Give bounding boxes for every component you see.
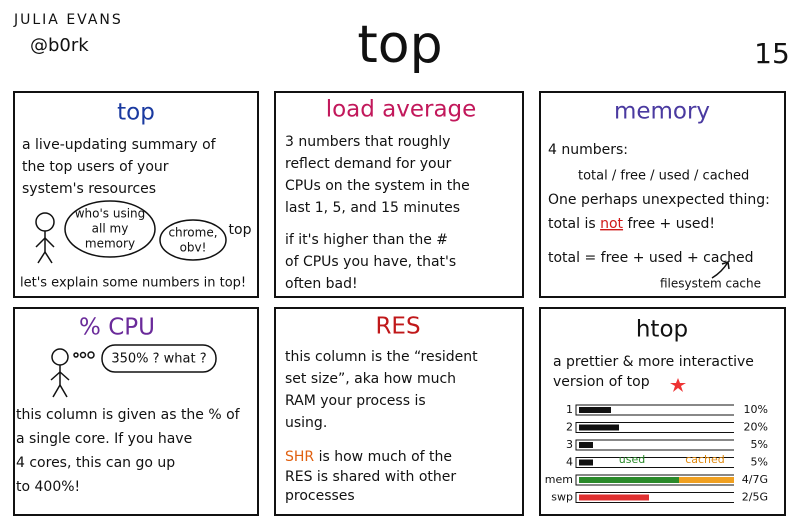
- text-line: a single core. If you have: [16, 431, 192, 447]
- text-line: 3 numbers that roughly: [285, 134, 450, 150]
- text-line: using.: [285, 415, 327, 431]
- panel-title: load average: [326, 97, 477, 123]
- row-label: swp: [551, 491, 573, 504]
- page-number: 15: [754, 37, 790, 70]
- panel-title: % CPU: [79, 315, 155, 341]
- panel-box: [274, 307, 524, 516]
- text-line: 4 numbers:: [548, 142, 628, 158]
- text-line: RES is shared with other: [285, 469, 456, 485]
- text-line: this column is the “resident: [285, 349, 478, 365]
- text-line: a prettier & more interactive: [553, 354, 754, 370]
- row-value: 2/5G: [742, 491, 768, 504]
- panel-box: [13, 91, 259, 298]
- emphasis-line: total is not free + used!: [548, 216, 715, 232]
- author: JULIA EVANS: [13, 12, 123, 28]
- text-line: often bad!: [285, 276, 358, 292]
- text-line: RAM your process is: [285, 393, 426, 409]
- used-label: used: [619, 453, 645, 466]
- note: filesystem cache: [660, 277, 761, 291]
- row-label: 1: [566, 403, 573, 416]
- text-line: system's resources: [22, 181, 156, 197]
- cover: [734, 420, 784, 435]
- arrow: [711, 261, 730, 279]
- panel-title: top: [117, 100, 155, 126]
- text-span: total is: [548, 216, 600, 232]
- thought-bubble: [101, 344, 217, 373]
- bubble-text: who's using: [75, 207, 146, 221]
- bubble-text: all my: [92, 222, 129, 236]
- row-label: 4: [566, 456, 573, 469]
- cover: [734, 490, 784, 505]
- text-span: not: [600, 216, 623, 232]
- meter: [579, 459, 593, 466]
- star: [670, 378, 686, 392]
- cover: [734, 403, 784, 417]
- side-label: top: [229, 222, 252, 238]
- shr-line: SHR is how much of the: [285, 449, 452, 465]
- text-line: 4 cores, this can go up: [16, 455, 175, 471]
- row-value: 4/7G: [742, 473, 768, 486]
- text-line: One perhaps unexpected thing:: [548, 192, 770, 208]
- meter: [579, 407, 611, 413]
- page-title: top: [357, 15, 442, 75]
- meter: [579, 424, 619, 431]
- panel-box: [539, 307, 786, 516]
- speech-bubble: [159, 219, 227, 261]
- speech-bubble: [64, 200, 156, 258]
- text-line: version of top: [553, 374, 650, 390]
- row-label: 3: [566, 438, 573, 451]
- row-value: 5%: [751, 438, 768, 451]
- row-label: 2: [566, 421, 573, 434]
- formula: total = free + used + cached: [548, 250, 754, 266]
- cover: [734, 438, 784, 452]
- text-span: free + used!: [623, 216, 715, 232]
- text-line: set size”, aka how much: [285, 371, 456, 387]
- handle: @b0rk: [30, 35, 89, 56]
- panel-title: RES: [375, 314, 420, 340]
- stick-figure: [50, 348, 95, 398]
- text-line: CPUs on the system in the: [285, 178, 470, 194]
- text-line: if it's higher than the #: [285, 232, 448, 248]
- row-value: 10%: [744, 403, 768, 416]
- row-label: mem: [545, 473, 573, 486]
- panel-title: htop: [636, 317, 688, 343]
- text-line: this column is given as the % of: [16, 407, 241, 423]
- footer: let's explain some numbers in top!: [20, 276, 246, 291]
- text-line: last 1, 5, and 15 minutes: [285, 200, 460, 216]
- text-line: to 400%!: [16, 479, 80, 495]
- text-span: is how much of the: [314, 449, 452, 465]
- bubble-text: 350% ? what ?: [111, 352, 206, 367]
- text-line: of CPUs you have, that's: [285, 254, 456, 270]
- cover: [734, 473, 784, 487]
- panel-box: [274, 91, 524, 298]
- meter: [679, 477, 759, 483]
- stick-figure: [35, 212, 55, 264]
- panel-box: [539, 91, 786, 298]
- text-line: reflect demand for your: [285, 156, 451, 172]
- row-value: 5%: [751, 456, 768, 469]
- row-value: 20%: [744, 421, 768, 434]
- text-span: SHR: [285, 449, 314, 465]
- cached-label: cached: [685, 453, 725, 466]
- bubble-text: obv!: [180, 241, 207, 255]
- meter: [579, 477, 679, 483]
- text-line: a live-updating summary of: [22, 137, 217, 153]
- text-line: processes: [285, 488, 355, 504]
- meter: [579, 442, 593, 448]
- panel-title: memory: [614, 99, 710, 125]
- panel-box: [13, 307, 259, 516]
- cover: [734, 455, 784, 470]
- text-line: the top users of your: [22, 159, 169, 175]
- text-line: total / free / used / cached: [578, 169, 749, 184]
- bubble-text: memory: [85, 237, 135, 251]
- bubble-text: chrome,: [168, 226, 217, 240]
- meter: [579, 494, 649, 501]
